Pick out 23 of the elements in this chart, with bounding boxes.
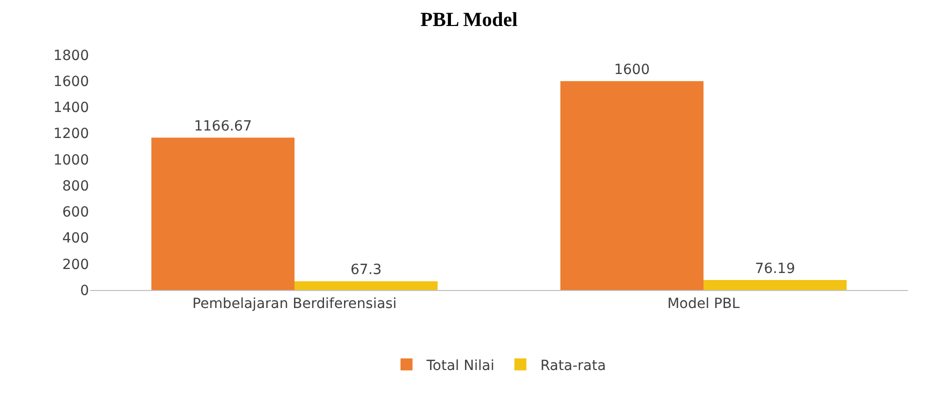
legend-label: Total Nilai (426, 358, 494, 374)
y-tick-label: 600 (62, 204, 89, 221)
y-tick-label: 400 (62, 230, 89, 247)
chart-title: PBL Model (420, 9, 518, 31)
x-tick-label: Pembelajaran Berdiferensiasi (192, 296, 397, 312)
bar (704, 280, 847, 290)
x-tick-label: Model PBL (667, 296, 740, 312)
bar (560, 81, 704, 290)
data-label: 67.3 (350, 262, 382, 278)
legend-label: Rata-rata (540, 358, 606, 374)
data-label: 1600 (614, 62, 650, 78)
bar (294, 281, 438, 290)
y-tick-label: 1800 (53, 48, 89, 64)
y-tick-label: 0 (80, 282, 89, 299)
y-tick-label: 1200 (53, 126, 89, 142)
y-tick-label: 1600 (53, 74, 89, 90)
data-label: 1166.67 (194, 118, 252, 135)
y-tick-label: 200 (62, 256, 89, 273)
y-tick-label: 1400 (53, 100, 89, 116)
y-tick-label: 1000 (53, 152, 89, 168)
y-tick-label: 800 (62, 178, 89, 194)
data-label: 76.19 (755, 261, 796, 278)
bar (151, 138, 294, 290)
